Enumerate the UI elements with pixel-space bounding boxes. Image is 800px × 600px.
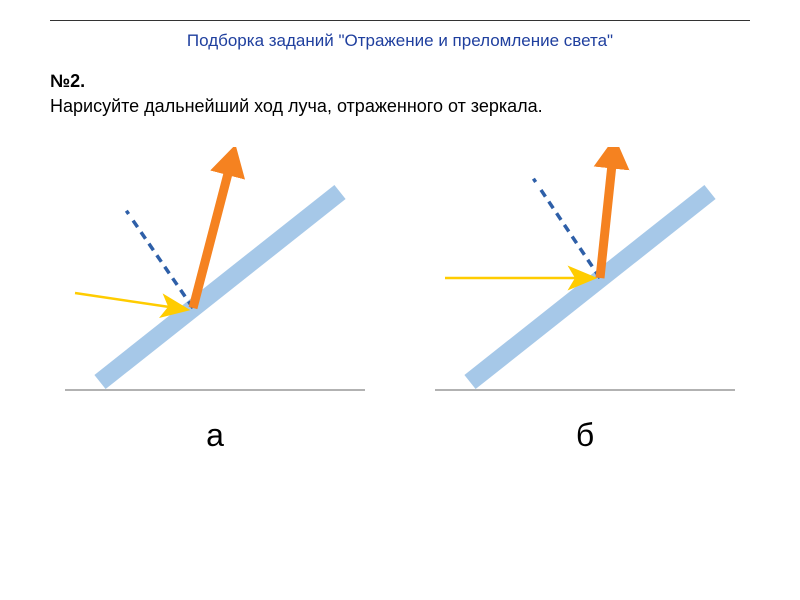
diagram-a-wrapper: а xyxy=(65,147,365,454)
diagrams-row: а б xyxy=(50,147,750,454)
diagram-a xyxy=(65,147,365,407)
diagram-b-wrapper: б xyxy=(435,147,735,454)
diagram-b-label-text: б xyxy=(576,417,594,453)
diagram-b xyxy=(435,147,735,407)
task-number-text: №2. xyxy=(50,71,85,91)
normal-dashed xyxy=(539,187,600,278)
mirror xyxy=(470,192,710,382)
page-container: Подборка заданий "Отражение и преломлени… xyxy=(0,0,800,474)
diagram-a-label-text: а xyxy=(206,417,224,453)
header-title-text: Подборка заданий "Отражение и преломлени… xyxy=(187,31,613,50)
incident-ray xyxy=(75,293,183,309)
task-text-content: Нарисуйте дальнейший ход луча, отраженно… xyxy=(50,96,543,116)
diagram-b-label: б xyxy=(576,417,594,454)
normal-tick xyxy=(126,211,128,214)
diagram-a-label: а xyxy=(206,417,224,454)
task-number: №2. xyxy=(50,71,750,92)
task-text: Нарисуйте дальнейший ход луча, отраженно… xyxy=(50,96,750,117)
normal-tick xyxy=(533,179,535,182)
normal-dashed xyxy=(132,219,193,308)
divider-top xyxy=(50,20,750,21)
header-title: Подборка заданий "Отражение и преломлени… xyxy=(50,31,750,51)
